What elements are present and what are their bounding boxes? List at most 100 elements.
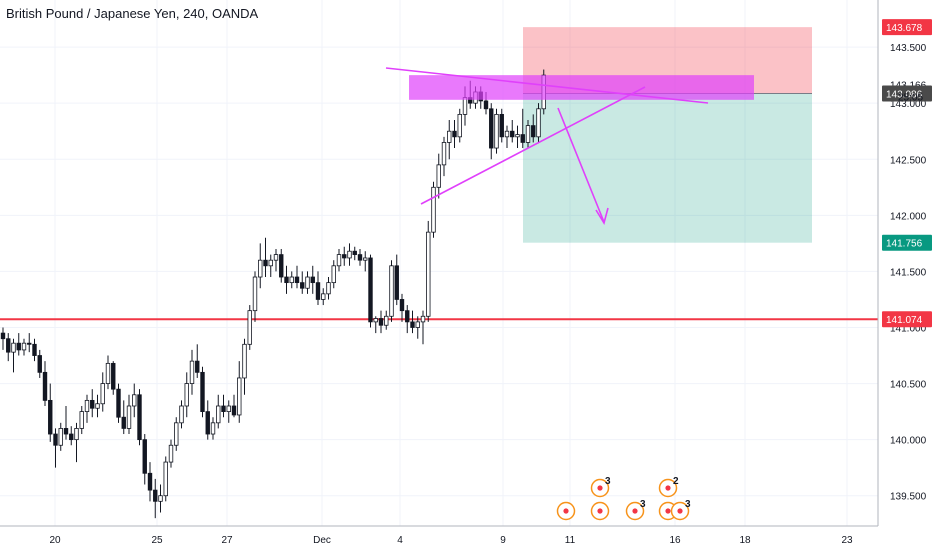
candle [0, 327, 6, 350]
candle-body [373, 318, 378, 323]
candle [426, 220, 431, 322]
candle [331, 260, 336, 289]
candle-body [58, 428, 63, 446]
event-count: 3 [685, 499, 691, 510]
candle [63, 405, 69, 440]
candle-body [310, 276, 315, 284]
candle-body [205, 411, 210, 435]
candle-body [342, 254, 347, 259]
candle [494, 108, 499, 154]
candle-body [184, 383, 189, 407]
candle [179, 400, 184, 429]
candle-body [494, 113, 499, 149]
candle-body [27, 342, 32, 345]
candle-body [121, 416, 126, 429]
candle [6, 333, 11, 362]
candle-body [163, 461, 168, 497]
candle [132, 383, 137, 418]
candle [226, 400, 231, 423]
candle [284, 265, 289, 294]
candle-body [6, 338, 11, 353]
candle-body [405, 310, 410, 323]
candle-body [153, 489, 158, 502]
candle-body [420, 315, 426, 323]
candle-body [363, 257, 368, 261]
event-marker: 3 [670, 499, 691, 521]
candle [242, 338, 247, 395]
candle-body [137, 394, 142, 441]
short-position-tool[interactable] [523, 27, 812, 243]
candle [247, 305, 252, 350]
candle [137, 389, 142, 446]
chart-grid [0, 0, 878, 526]
economic-events[interactable]: 3 3 2 3 [556, 476, 692, 521]
time-tick-label: 23 [841, 535, 853, 546]
candle-body [258, 259, 263, 278]
candle-body [394, 265, 399, 300]
candle-body [116, 388, 121, 418]
candle [384, 310, 389, 330]
candle [252, 271, 258, 322]
candle-body [210, 422, 216, 435]
price-tag-box [882, 19, 932, 36]
candle [200, 366, 205, 418]
candle [499, 108, 504, 143]
candle [231, 394, 237, 418]
candle [273, 248, 279, 272]
projection-arrowhead [595, 207, 609, 226]
time-tick-label: 20 [49, 535, 61, 546]
price-tick-label: 142.000 [890, 211, 927, 222]
price-tag-label: 143.086 [886, 90, 923, 101]
candle-body [147, 472, 153, 491]
time-tick-label: 18 [739, 535, 751, 546]
candle-body [352, 250, 357, 255]
candle-body [536, 108, 541, 138]
candle-body [452, 130, 457, 138]
candle [48, 383, 53, 442]
time-tick-label: 11 [565, 535, 576, 546]
candle-body [90, 399, 95, 409]
candle [79, 405, 84, 435]
event-marker: 3 [590, 476, 611, 498]
candle [21, 338, 27, 356]
candle-body [74, 428, 79, 441]
candle-body [273, 254, 279, 261]
price-tick-label: 139.500 [890, 492, 927, 503]
candle [263, 237, 268, 278]
candle-body [37, 355, 42, 373]
candle [126, 394, 132, 435]
candle [237, 361, 242, 423]
candle-body [347, 250, 352, 259]
candle [195, 344, 200, 378]
chart-title: British Pound / Japanese Yen, 240, OANDA [6, 6, 259, 21]
candle [294, 265, 300, 289]
candle-body [515, 134, 520, 138]
trendline-drawings[interactable] [385, 67, 754, 226]
bar-countdown: 25:05 [898, 93, 923, 104]
candle [310, 265, 315, 294]
candle-body [32, 343, 37, 356]
candle [363, 251, 368, 272]
candle-body [268, 259, 273, 267]
candle-body [95, 403, 100, 409]
candle [289, 271, 294, 289]
candle-body [84, 399, 90, 413]
candle-body [326, 282, 331, 295]
price-tag-box [882, 234, 932, 251]
time-tick-label: 4 [397, 535, 403, 546]
candle-body [195, 360, 200, 373]
price-tag-label: 141.074 [886, 315, 923, 326]
candle [221, 394, 226, 418]
candle [321, 288, 326, 306]
price-tag-label: 143.678 [886, 23, 923, 34]
candle [105, 355, 111, 390]
time-axis[interactable]: 20 25 27 Dec 4 9 11 16 18 23 [0, 525, 878, 546]
candle [147, 462, 153, 502]
candle-body [284, 276, 289, 284]
price-axis[interactable]: 139.500 140.000 140.500 141.000 141.500 142.0… [877, 0, 932, 526]
candle [58, 422, 63, 451]
candle [536, 103, 541, 143]
candle-body [252, 276, 258, 312]
time-tick-label: Dec [313, 535, 331, 546]
